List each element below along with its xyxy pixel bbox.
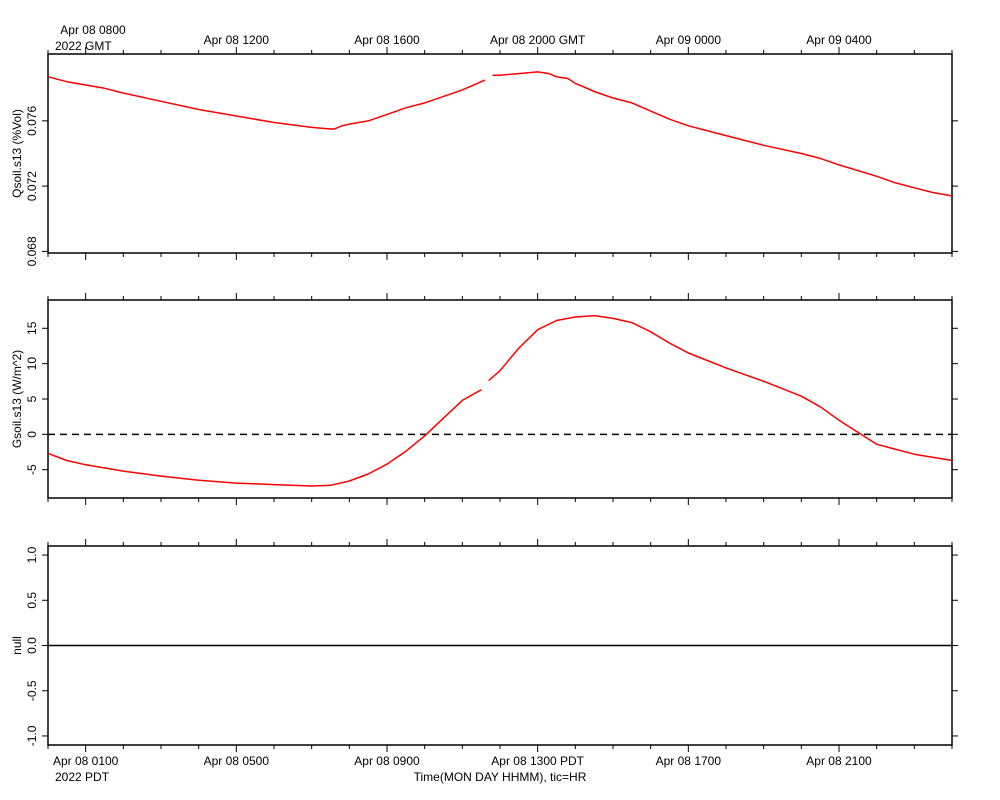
x-bottom-tick-label: Apr 08 1300 PDT xyxy=(491,754,584,768)
x-bottom-tick-label: Apr 08 0100 xyxy=(53,754,119,768)
x-top-tick-label: Apr 08 2000 GMT xyxy=(490,33,586,47)
x-bottom-tick-label: Apr 08 1700 xyxy=(656,754,722,768)
panel-3-ytick-label: -0.5 xyxy=(25,680,39,701)
x-top-tick-label: Apr 09 0000 xyxy=(656,33,722,47)
data-lines xyxy=(47,71,953,647)
x-top-tick-label: Apr 08 1200 xyxy=(204,33,270,47)
axis-ticks xyxy=(42,47,958,752)
panel-1-series-line-1 xyxy=(47,76,486,130)
x-bottom-tick-label: Apr 08 0900 xyxy=(354,754,420,768)
panel-2-ytick-label: -5 xyxy=(25,464,39,475)
pdt-year-label: 2022 PDT xyxy=(55,770,110,784)
panel-2-ytick-label: 10 xyxy=(25,357,39,371)
panel-1-series-line-2 xyxy=(492,71,953,197)
x-top-tick-label: Apr 08 1600 xyxy=(354,33,420,47)
gmt-year-label: 2022 GMT xyxy=(55,39,112,53)
panel-2-ytick-label: 0 xyxy=(25,431,39,438)
panel-3-ytick-label: 1.0 xyxy=(25,546,39,563)
panel-2-frame xyxy=(47,299,953,499)
panel-3-ytick-label: -1.0 xyxy=(25,725,39,746)
panel-1-ytick-label: 0.072 xyxy=(25,171,39,201)
panel-3-ytick-label: 0.5 xyxy=(25,592,39,609)
x-bottom-tick-label: Apr 08 2100 xyxy=(806,754,872,768)
gmt-first-tick-label: Apr 08 0800 xyxy=(60,23,126,37)
panel-1-ylabel: Qsoil.s13 (%Vol) xyxy=(10,109,24,198)
panel-2-ylabel: Gsoil.s13 (W/m^2) xyxy=(10,350,24,448)
x-bottom-tick-label: Apr 08 0500 xyxy=(204,754,270,768)
panel-2-series-line-2 xyxy=(488,314,953,462)
panel-1-frame xyxy=(47,53,953,254)
x-top-tick-label: Apr 09 0400 xyxy=(806,33,872,47)
panel-2-series-line-1 xyxy=(47,389,482,487)
panel-1-ytick-label: 0.076 xyxy=(25,106,39,136)
panel-1-ytick-label: 0.068 xyxy=(25,236,39,266)
x-axis-title: Time(MON DAY HHMM), tic=HR xyxy=(414,770,587,784)
panel-2-ytick-label: 15 xyxy=(25,321,39,335)
panel-3-ytick-label: 0.0 xyxy=(25,637,39,654)
panel-3-ylabel: null xyxy=(10,636,24,655)
panel-2-ytick-label: 5 xyxy=(25,395,39,402)
